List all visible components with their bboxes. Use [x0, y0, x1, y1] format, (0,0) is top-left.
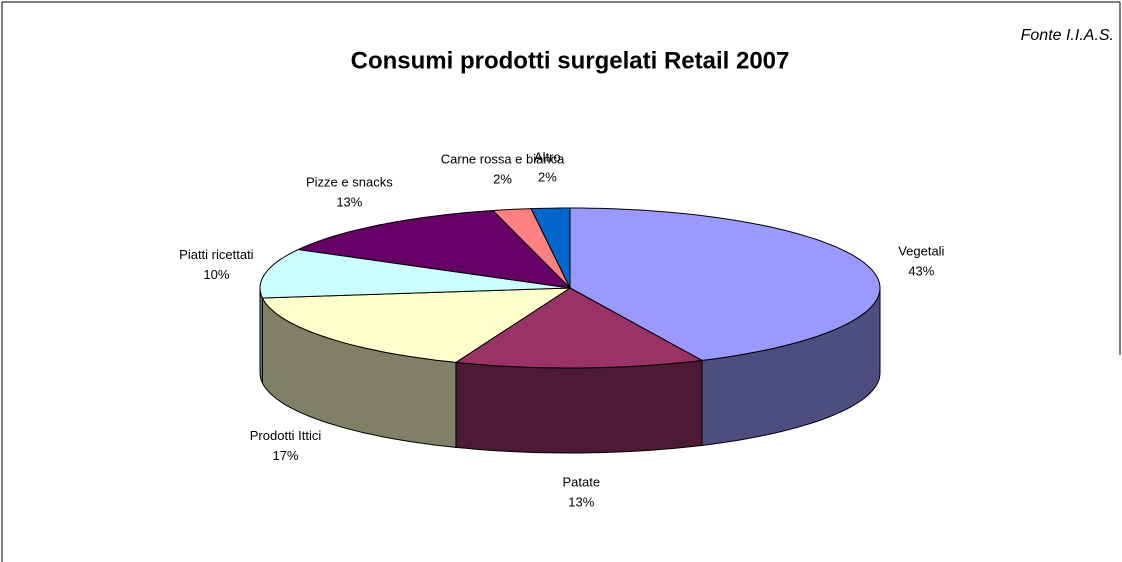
- source-note: Fonte I.I.A.S.: [1021, 27, 1114, 44]
- slice-value-label: 2%: [493, 172, 512, 187]
- slice-label: Prodotti Ittici: [250, 428, 322, 443]
- slice-value-label: 17%: [273, 448, 299, 463]
- slice-side: [455, 359, 703, 454]
- slice-label: Altro: [534, 150, 561, 165]
- slice-value-label: 2%: [538, 170, 557, 185]
- slice-label: Pizze e snacks: [306, 175, 393, 190]
- slice-label: Piatti ricettati: [179, 247, 254, 262]
- slice-label: Carne rossa e bianca: [441, 152, 565, 167]
- slice: [530, 207, 571, 289]
- slice-label: Patate: [563, 474, 601, 489]
- slice-side: [259, 287, 263, 384]
- slice-value-label: 13%: [568, 494, 594, 509]
- slice-value-label: 43%: [908, 263, 934, 278]
- slice-label: Vegetali: [898, 243, 944, 258]
- slice: [261, 287, 572, 363]
- slice-value-label: 13%: [336, 195, 362, 210]
- chart-title: Consumi prodotti surgelati Retail 2007: [351, 47, 790, 74]
- slice-value-label: 10%: [203, 267, 229, 282]
- slice: [259, 248, 571, 299]
- slice: [569, 207, 881, 361]
- slice: [296, 209, 572, 289]
- slice: [454, 287, 704, 369]
